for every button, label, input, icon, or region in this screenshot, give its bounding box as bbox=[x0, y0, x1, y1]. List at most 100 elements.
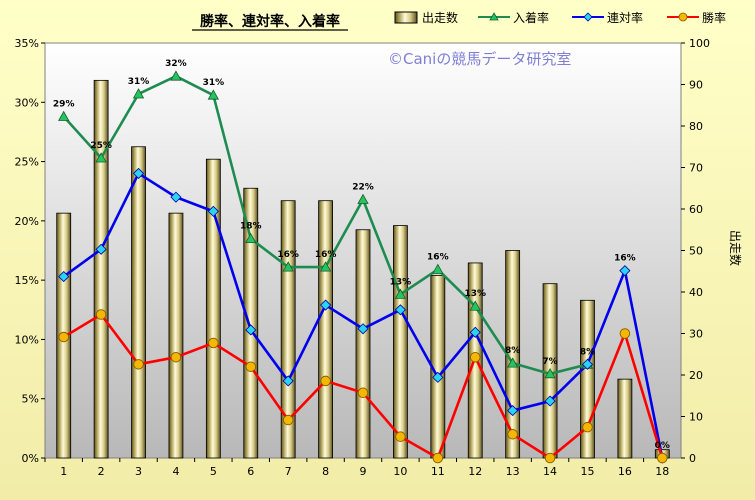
series-2-point-18 bbox=[657, 452, 668, 464]
y2-axis-title: 出走数 bbox=[728, 230, 743, 266]
x-tick-label-3: 3 bbox=[135, 465, 142, 478]
data-label-0-10: 13% bbox=[390, 277, 412, 287]
series-1-point-14 bbox=[544, 395, 556, 407]
series-1-point-4 bbox=[170, 191, 182, 203]
y2-tick-label: 0 bbox=[689, 452, 696, 465]
y2-tick-label: 70 bbox=[689, 162, 703, 175]
series-2-point-9 bbox=[357, 387, 369, 399]
series-0-point-4 bbox=[170, 70, 182, 81]
x-tick-label-2: 2 bbox=[98, 465, 105, 478]
data-label-0-4: 32% bbox=[165, 59, 187, 69]
series-1-point-6 bbox=[245, 324, 257, 336]
series-1-point-7 bbox=[282, 375, 294, 387]
y2-tick-label: 80 bbox=[689, 120, 703, 133]
data-label-0-12: 13% bbox=[464, 289, 486, 299]
y-tick-label: 20% bbox=[15, 215, 39, 228]
legend: 出走数 入着率 連対率 勝率 bbox=[394, 10, 726, 25]
data-label-1-18: 0% bbox=[655, 441, 670, 451]
axes-group: 0%5%10%15%20%25%30%35%010203040506070809… bbox=[15, 37, 710, 478]
x-tick-label-9: 9 bbox=[360, 465, 367, 478]
data-label-0-14: 7% bbox=[542, 357, 557, 367]
x-tick-label-12: 12 bbox=[468, 465, 482, 478]
legend-label-1: 連対率 bbox=[607, 10, 643, 25]
series-0-point-7 bbox=[282, 261, 294, 272]
data-label-0-1: 29% bbox=[53, 100, 75, 110]
series-0-point-14 bbox=[544, 367, 556, 379]
chart-title: 勝率、連対率、入着率 bbox=[200, 13, 340, 30]
series-2-point-15 bbox=[582, 421, 593, 433]
y-tick-label: 25% bbox=[15, 156, 39, 169]
y2-tick-label: 90 bbox=[689, 79, 703, 92]
series-0-point-1 bbox=[58, 110, 70, 121]
x-tick-label-8: 8 bbox=[322, 465, 329, 478]
series-0-point-10 bbox=[394, 288, 407, 299]
x-tick-label-18: 18 bbox=[655, 465, 669, 478]
series-1-point-11 bbox=[432, 371, 444, 383]
bar-9 bbox=[355, 229, 371, 459]
y2-tick-label: 50 bbox=[689, 245, 703, 258]
y-tick-label: 35% bbox=[15, 37, 39, 50]
bar-10 bbox=[393, 225, 408, 459]
series-1-point-13 bbox=[507, 405, 519, 417]
data-label-0-8: 16% bbox=[315, 250, 337, 260]
series-0-point-9 bbox=[357, 193, 369, 204]
data-label-0-6: 18% bbox=[240, 222, 262, 232]
legend-marker-1 bbox=[583, 12, 593, 22]
bar-16 bbox=[617, 378, 633, 459]
bar-2 bbox=[93, 79, 109, 459]
data-label-0-5: 31% bbox=[203, 78, 225, 88]
bar-8 bbox=[318, 200, 333, 459]
y-tick-label: 30% bbox=[15, 96, 39, 109]
y2-tick-label: 30 bbox=[689, 328, 703, 341]
series-0-point-2 bbox=[95, 152, 107, 163]
legend-marker-0 bbox=[489, 12, 499, 21]
series-0-point-12 bbox=[469, 300, 481, 311]
bar-3 bbox=[131, 146, 146, 459]
legend-label-2: 勝率 bbox=[702, 10, 726, 25]
series-0-point-8 bbox=[319, 261, 332, 272]
series-0-point-3 bbox=[132, 88, 145, 99]
series-2-point-13 bbox=[507, 429, 518, 440]
bar-5 bbox=[205, 158, 221, 459]
y-tick-label: 5% bbox=[22, 393, 39, 406]
x-tick-label-4: 4 bbox=[172, 465, 179, 478]
data-label-0-7: 16% bbox=[277, 250, 299, 260]
x-tick-label-6: 6 bbox=[247, 465, 254, 478]
series-2-point-5 bbox=[208, 337, 219, 349]
series-1-point-5 bbox=[207, 205, 219, 217]
data-label-0-3: 31% bbox=[128, 77, 150, 87]
legend-marker-2 bbox=[678, 12, 688, 22]
x-tick-label-14: 14 bbox=[543, 465, 557, 478]
series-0-point-11 bbox=[432, 263, 444, 274]
series-0-point-13 bbox=[506, 357, 519, 368]
bar-6 bbox=[243, 187, 259, 459]
y-tick-label: 10% bbox=[15, 333, 39, 346]
series-1-point-8 bbox=[320, 299, 332, 311]
legend-label-0: 入着率 bbox=[513, 10, 549, 25]
x-tick-label-11: 11 bbox=[431, 465, 445, 478]
series-1-point-16 bbox=[619, 265, 631, 277]
series-1-point-15 bbox=[581, 358, 594, 370]
series-1-point-3 bbox=[132, 167, 145, 179]
y2-tick-label: 100 bbox=[689, 37, 710, 50]
y2-tick-label: 10 bbox=[689, 411, 703, 424]
y2-tick-label: 60 bbox=[689, 203, 703, 216]
x-tick-label-1: 1 bbox=[60, 465, 67, 478]
series-2-point-8 bbox=[320, 375, 331, 387]
watermark: ©Caniの競馬データ研究室 bbox=[388, 50, 571, 68]
data-label-1-16: 16% bbox=[614, 254, 636, 264]
x-tick-label-15: 15 bbox=[580, 465, 594, 478]
bars-group bbox=[56, 79, 670, 459]
legend-label-bar: 出走数 bbox=[422, 10, 458, 25]
data-label-0-9: 22% bbox=[352, 183, 374, 193]
series-2-point-12 bbox=[469, 351, 481, 363]
y-tick-label: 0% bbox=[22, 452, 39, 465]
x-tick-label-5: 5 bbox=[210, 465, 217, 478]
series-1-point-12 bbox=[469, 326, 481, 338]
data-label-0-2: 25% bbox=[90, 141, 112, 151]
series-2-point-10 bbox=[395, 431, 406, 442]
series-2-point-6 bbox=[245, 361, 257, 372]
x-tick-label-7: 7 bbox=[285, 465, 292, 478]
series-1-point-10 bbox=[394, 304, 406, 316]
